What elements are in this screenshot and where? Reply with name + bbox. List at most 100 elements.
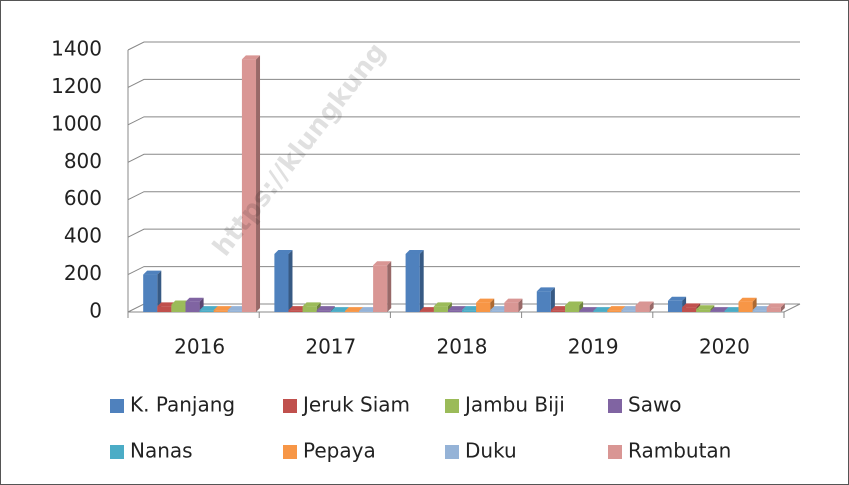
bar-top (710, 307, 729, 312)
bar-side (780, 303, 785, 312)
y-tick-label: 600 (64, 186, 102, 210)
bar-top (607, 306, 626, 311)
bar-top (504, 298, 523, 303)
bar-top (227, 306, 246, 311)
bar-front (143, 274, 158, 312)
bar-top (288, 306, 307, 311)
bar-front (667, 300, 683, 312)
legend-swatch (608, 399, 622, 413)
bar-front (766, 307, 781, 312)
bar-top (667, 296, 687, 301)
bar-front (738, 301, 753, 312)
legend-swatch (283, 399, 297, 413)
bar-top (171, 300, 190, 305)
bar-front (710, 311, 725, 312)
bar (766, 303, 785, 312)
x-tick-label: 2020 (699, 335, 750, 359)
bar-front (724, 311, 739, 312)
bar-top (766, 303, 785, 308)
legend-label: Nanas (130, 439, 193, 463)
y-tick-label: 800 (64, 149, 102, 173)
bar-top (157, 302, 176, 307)
bar (536, 287, 555, 312)
bar-top (490, 306, 509, 311)
bar-front (171, 304, 186, 312)
legend-swatch (445, 399, 459, 413)
plot-area: 0 200 400 600 800 1000 1200 1400 2016 2017 2018 201… (51, 37, 801, 359)
legend-label: Sawo (628, 393, 682, 417)
bar (373, 261, 392, 312)
bar-front (550, 310, 565, 312)
bar-top (447, 306, 466, 311)
bar-top (433, 302, 452, 307)
y-tick-label: 200 (64, 261, 102, 285)
bar-top (185, 297, 204, 302)
bar-side (649, 301, 654, 312)
grid-line (127, 228, 800, 238)
bar-front (536, 291, 551, 312)
bar-side (419, 249, 424, 312)
bar-top (621, 306, 640, 311)
bar-front (316, 310, 331, 312)
bar-top (419, 307, 438, 312)
bar-top (316, 306, 335, 311)
x-tick-label: 2016 (174, 335, 225, 359)
bar-side (288, 249, 293, 312)
bar-front (607, 310, 622, 312)
bar-front (621, 310, 636, 312)
grid-line (127, 153, 800, 163)
grid-line (127, 191, 800, 201)
bar (635, 301, 654, 312)
bar-front (227, 310, 242, 312)
bar-front (373, 265, 388, 312)
bar-front (433, 306, 448, 312)
bar-top (550, 306, 569, 311)
bar (564, 301, 584, 312)
bar-top (274, 249, 293, 254)
grid-line (127, 78, 800, 88)
x-tick-label: 2018 (437, 335, 488, 359)
legend-swatch (608, 445, 622, 459)
legend-label: Pepaya (303, 439, 376, 463)
bar-front (447, 310, 462, 312)
bar-front (185, 301, 200, 312)
legend-swatch (110, 399, 124, 413)
x-tick-label: 2019 (568, 335, 619, 359)
bar-front (752, 310, 767, 312)
y-tick-label: 400 (64, 224, 102, 248)
bar-front (274, 253, 289, 312)
bar-front (330, 311, 345, 312)
bar-top (302, 302, 321, 307)
bar (405, 249, 424, 312)
bar-front (579, 311, 594, 312)
legend-label: Duku (465, 439, 517, 463)
bar (504, 298, 523, 312)
bar-top (579, 307, 598, 312)
bar-top (593, 307, 612, 312)
bar-top (462, 306, 481, 311)
bar-top (344, 307, 364, 312)
bar (241, 55, 261, 312)
bar-side (157, 270, 162, 312)
bar (274, 249, 293, 312)
bar-front (199, 310, 214, 312)
legend-swatch (110, 445, 124, 459)
bar-top (373, 261, 392, 266)
grid-line (127, 266, 800, 276)
bar-top (213, 306, 232, 311)
bar (476, 298, 495, 312)
bar-front (593, 311, 608, 312)
y-tick-label: 1400 (51, 37, 102, 61)
bar-front (490, 310, 505, 312)
bar-front (344, 311, 360, 312)
bar-front (302, 306, 317, 312)
x-tick-label: 2017 (305, 335, 356, 359)
bar-top (536, 287, 555, 292)
bar-top (405, 249, 424, 254)
bar-front (157, 306, 172, 312)
bar-top (738, 297, 757, 302)
bar-side (256, 55, 261, 312)
legend-label: Jambu Biji (463, 393, 565, 417)
bar-top (359, 307, 378, 312)
